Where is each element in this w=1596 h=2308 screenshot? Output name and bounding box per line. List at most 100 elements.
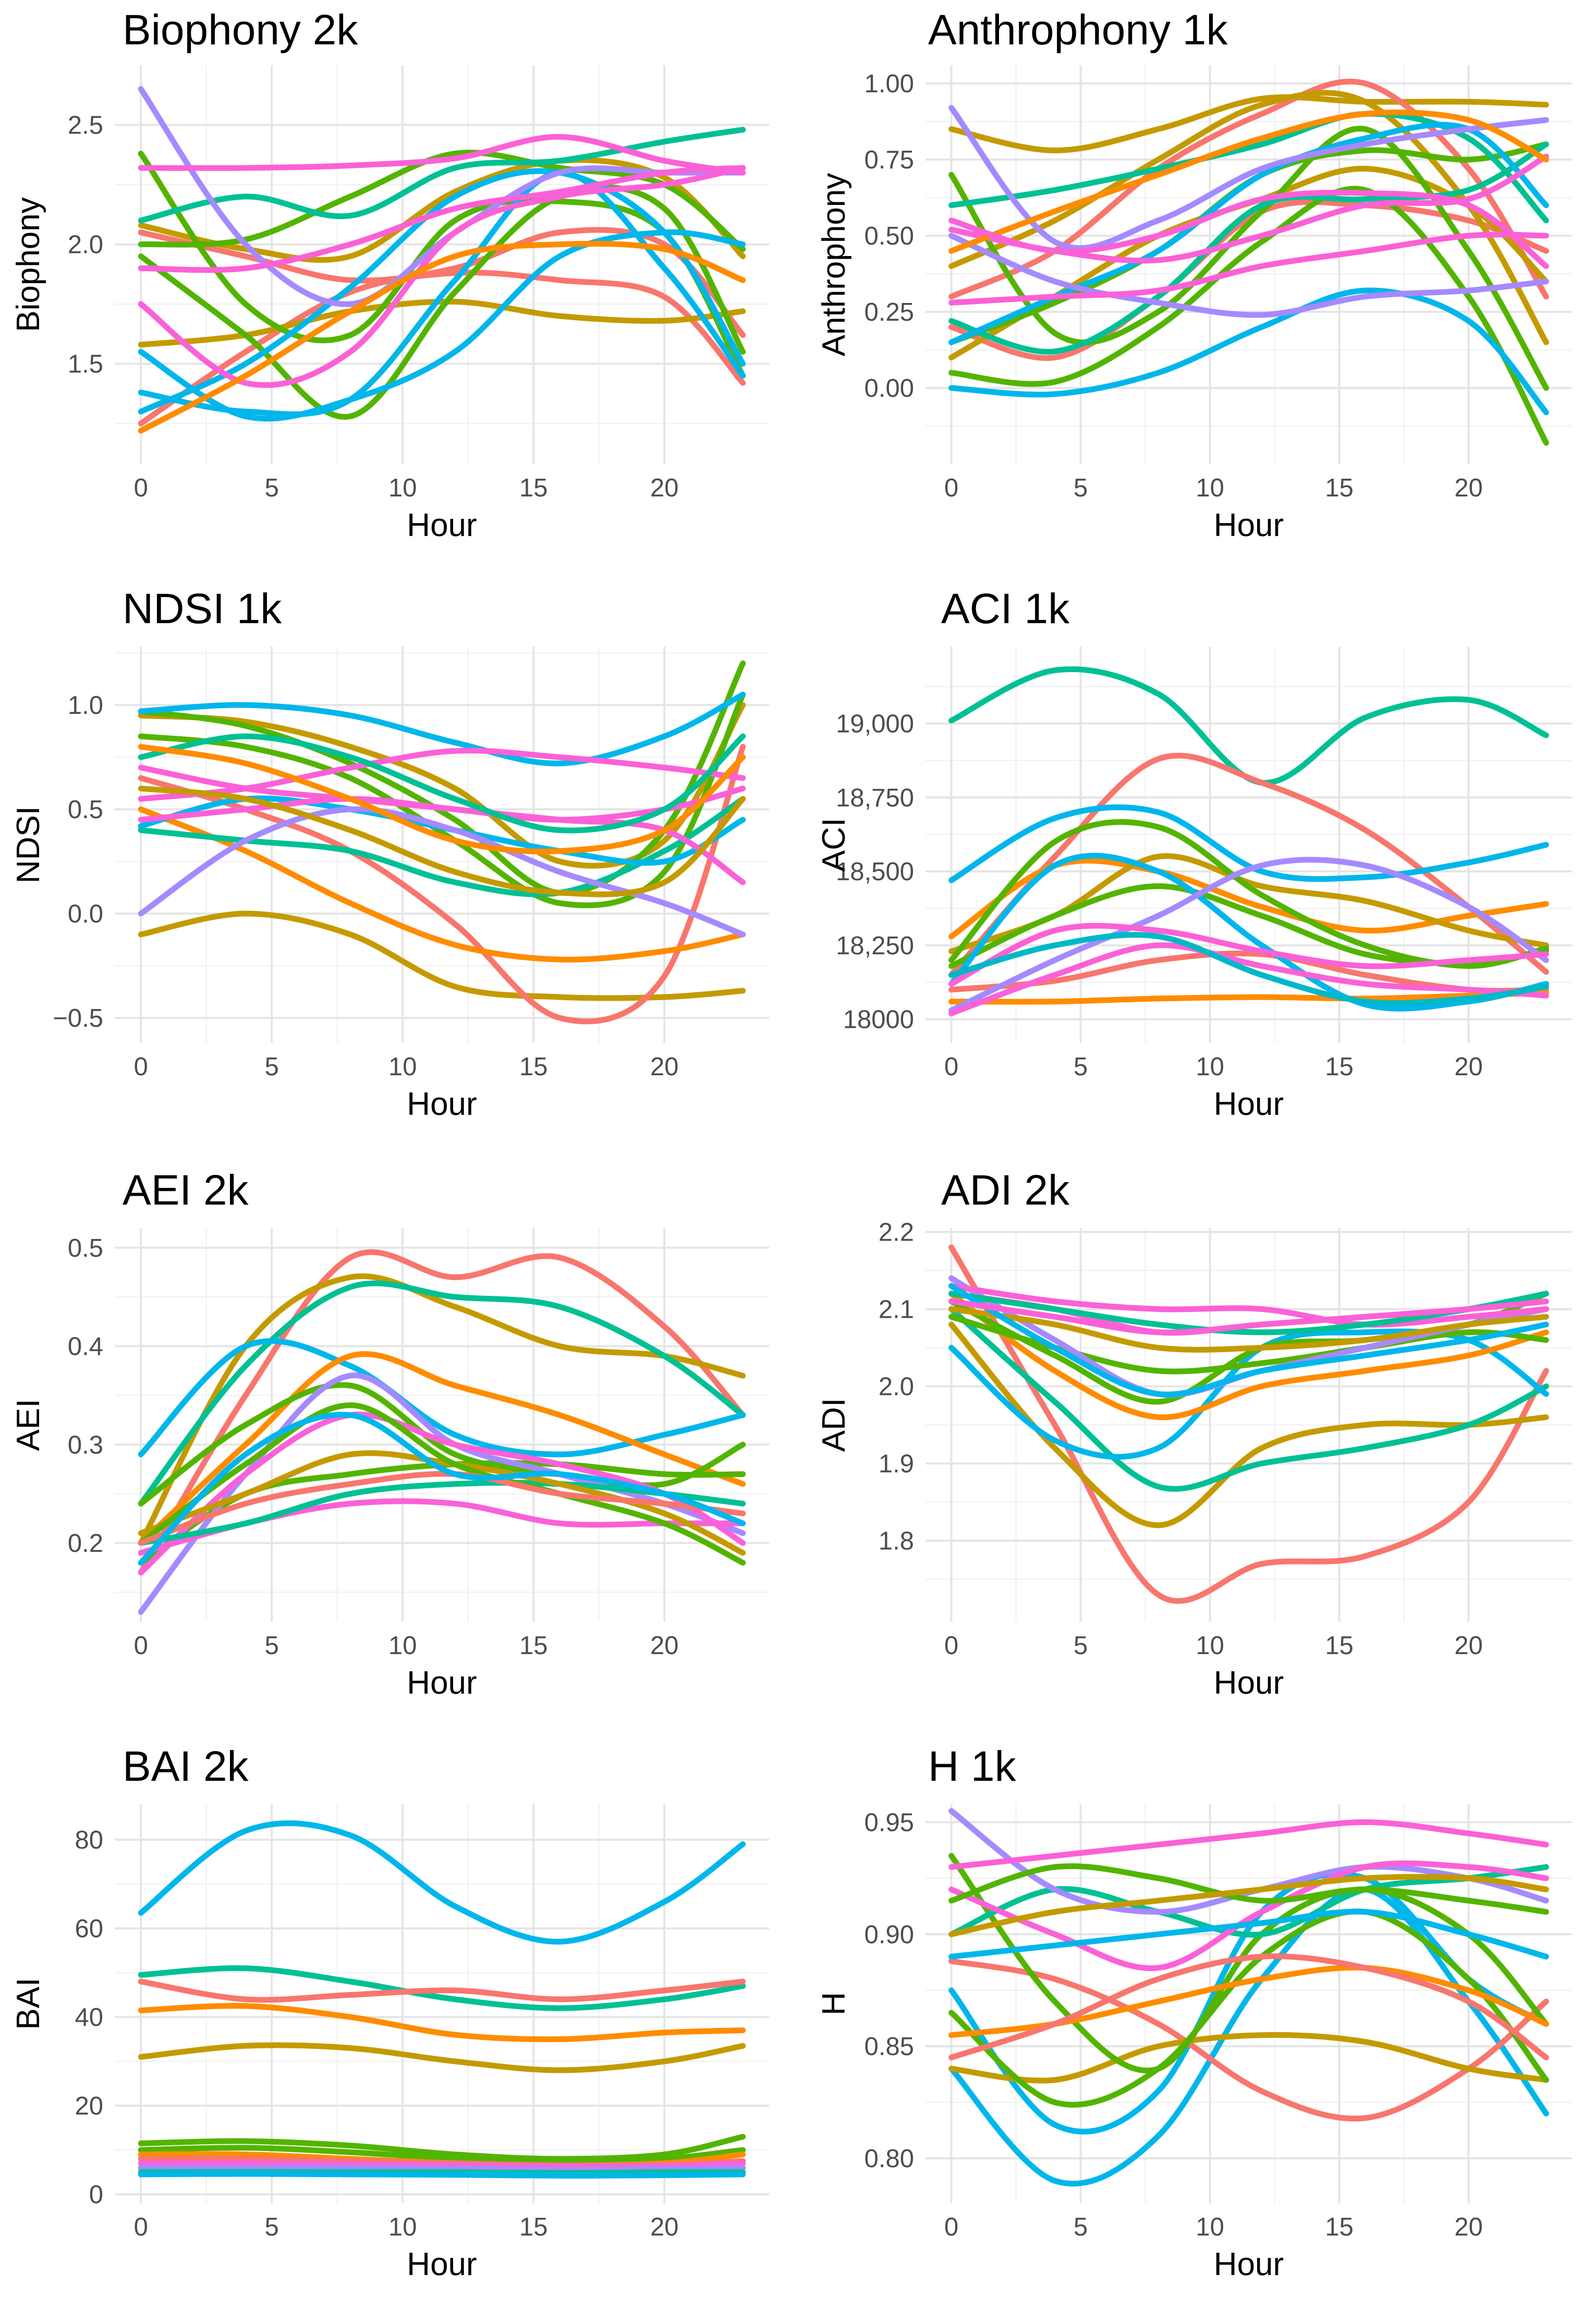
series-line: [138, 733, 746, 833]
series-line: [948, 189, 1549, 269]
chart-title: AEI 2k: [123, 1167, 249, 1214]
y-axis-label: BAI: [10, 1978, 46, 2030]
y-tick-label: 1.8: [879, 1527, 914, 1556]
x-tick-label: 20: [1454, 2213, 1483, 2241]
y-tick-label: 18000: [843, 1006, 914, 1034]
x-tick-label: 5: [265, 1632, 279, 1660]
series-line: [948, 186, 1549, 446]
series-line: [948, 2032, 1549, 2084]
x-tick-label: 10: [1196, 1632, 1224, 1660]
x-tick-label: 15: [519, 2213, 548, 2241]
y-tick-label: −0.5: [53, 1004, 103, 1032]
series-line: [138, 806, 746, 963]
series-line: [948, 932, 1549, 1006]
series-line: [948, 942, 1549, 1016]
series-line: [138, 2134, 746, 2162]
y-tick-label: 0.00: [864, 374, 914, 403]
series-line: [138, 270, 746, 427]
x-tick-label: 5: [1074, 2213, 1088, 2241]
series-line: [948, 857, 1549, 1014]
x-tick-label: 5: [265, 1053, 279, 1081]
y-axis-label: Anthrophony: [816, 173, 852, 357]
y-tick-label: 0.80: [864, 2145, 914, 2173]
y-tick-label: 0: [89, 2181, 103, 2209]
series-line: [948, 990, 1549, 1005]
x-tick-label: 15: [1325, 474, 1354, 502]
grid: [925, 647, 1572, 1043]
x-tick-label: 15: [519, 474, 548, 502]
series-line: [138, 2145, 746, 2166]
x-tick-label: 5: [1074, 474, 1088, 502]
chart-panel: 0 5 10 15 20 −0.5 0.0 0.5 1.0 NDSI 1k Hour NDSI: [10, 585, 769, 1122]
y-tick-label: 1.9: [879, 1450, 914, 1478]
series-line: [138, 133, 746, 176]
series-line: [138, 1351, 746, 1546]
series-line: [948, 1283, 1549, 1398]
y-tick-label: 2.0: [68, 231, 103, 259]
series-line: [138, 1372, 746, 1615]
y-tick-label: 0.85: [864, 2033, 914, 2061]
series-line: [138, 691, 746, 767]
y-tick-label: 0.95: [864, 1808, 914, 1837]
x-axis-label: Hour: [407, 1086, 477, 1122]
series-group: [948, 78, 1549, 446]
y-tick-label: 0.5: [68, 1234, 103, 1262]
series-group: [138, 86, 746, 434]
x-tick-label: 10: [1196, 2213, 1224, 2241]
y-tick-label: 0.3: [68, 1431, 103, 1459]
chart-panel: 0 5 10 15 20 0.80 0.85 0.90 0.95 H 1k Hour H: [816, 1743, 1572, 2282]
x-tick-label: 0: [944, 1632, 958, 1660]
series-line: [948, 1306, 1549, 1353]
series-line: [948, 232, 1549, 306]
chart-title: H 1k: [928, 1743, 1017, 1790]
y-tick-label: 40: [75, 2003, 103, 2032]
x-axis-label: Hour: [407, 2246, 477, 2282]
series-line: [138, 240, 746, 434]
x-tick-label: 15: [1325, 1053, 1354, 1081]
x-tick-label: 5: [1074, 1632, 1088, 1660]
x-tick-label: 5: [265, 2213, 279, 2241]
series-group: [948, 666, 1549, 1016]
y-tick-label: 2.0: [879, 1372, 914, 1401]
series-line: [138, 2002, 746, 2043]
y-tick-label: 18,750: [836, 784, 914, 812]
y-tick-label: 80: [75, 1826, 103, 1854]
x-tick-label: 15: [1325, 1632, 1354, 1660]
x-axis-label: Hour: [1214, 507, 1284, 543]
x-tick-label: 0: [134, 474, 148, 502]
series-line: [138, 2042, 746, 2073]
series-group: [138, 1249, 746, 1615]
y-tick-label: 0.25: [864, 298, 914, 326]
y-axis-label: NDSI: [10, 806, 46, 883]
x-tick-label: 5: [1074, 1053, 1088, 1081]
series-line: [948, 233, 1549, 318]
series-line: [138, 1978, 746, 2003]
series-line: [138, 1338, 746, 1457]
series-line: [948, 141, 1549, 355]
y-tick-label: 18,250: [836, 932, 914, 960]
y-tick-label: 1.5: [68, 350, 103, 379]
x-tick-label: 0: [134, 1632, 148, 1660]
y-tick-label: 18,500: [836, 858, 914, 886]
chart-panel: 0 5 10 15 20 1.5 2.0 2.5 Biophony 2k Hour Biophony: [10, 6, 769, 543]
x-tick-label: 0: [944, 474, 958, 502]
series-line: [138, 910, 746, 1001]
y-axis-label: ACI: [816, 818, 852, 871]
series-line: [138, 184, 746, 420]
y-tick-label: 19,000: [836, 710, 914, 738]
series-line: [138, 785, 746, 897]
series-line: [138, 2171, 746, 2179]
series-line: [948, 1291, 1549, 1420]
series-line: [138, 1402, 746, 1566]
y-axis-label: H: [816, 1992, 852, 2015]
y-axis-label: Biophony: [10, 197, 46, 332]
x-tick-label: 0: [944, 1053, 958, 1081]
chart-title: ACI 1k: [941, 585, 1070, 633]
x-axis-label: Hour: [1214, 2246, 1284, 2282]
chart-panel: 0 5 10 15 20 0 20 40 60 80 BAI 2k Hour BAI: [10, 1743, 769, 2282]
series-line: [948, 94, 1549, 153]
series-line: [138, 806, 746, 938]
series-line: [138, 1273, 746, 1546]
y-axis-label: AEI: [10, 1399, 46, 1451]
